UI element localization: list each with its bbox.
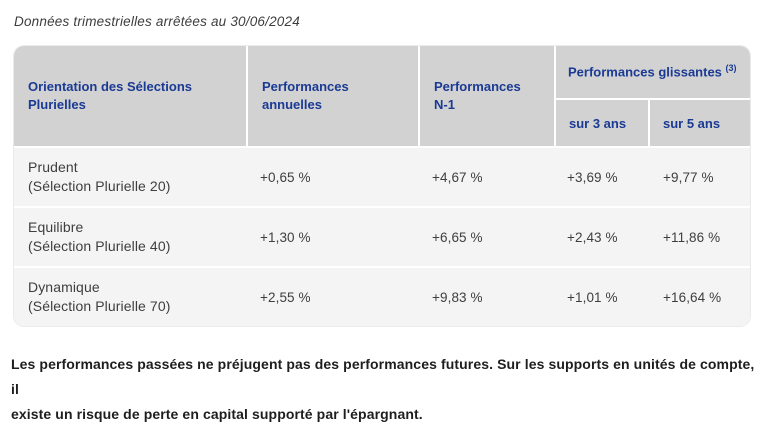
cell-5y-performance: +16,64 % xyxy=(663,289,722,305)
column-header-orientation: Orientation des Sélections Plurielles xyxy=(14,46,246,146)
orientation-name: Dynamique xyxy=(28,279,100,295)
subheader-vertical-divider xyxy=(648,100,650,146)
disclaimer-line-1: Les performances passées ne préjugent pa… xyxy=(11,356,755,397)
cell-n1-performance: +6,65 % xyxy=(432,229,483,245)
cell-orientation: Equilibre (Sélection Plurielle 40) xyxy=(14,208,246,266)
cell-n1-performance: +4,67 % xyxy=(432,169,483,185)
performance-table: Orientation des Sélections Plurielles Pe… xyxy=(14,46,750,326)
column-header-n1-performance: Performances N-1 xyxy=(420,46,554,146)
table-header-row: Orientation des Sélections Plurielles Pe… xyxy=(14,46,750,146)
cell-orientation: Prudent (Sélection Plurielle 20) xyxy=(14,148,246,206)
table-row-equilibre: Equilibre (Sélection Plurielle 40) +1,30… xyxy=(14,208,750,266)
sliding-subheader-row: sur 3 ans sur 5 ans xyxy=(556,100,750,146)
orientation-subname: (Sélection Plurielle 20) xyxy=(28,178,171,194)
header-horizontal-divider xyxy=(556,98,750,100)
sliding-performance-label: Performances glissantes xyxy=(568,64,722,80)
table-row-prudent: Prudent (Sélection Plurielle 20) +0,65 %… xyxy=(14,148,750,206)
cell-3y-performance: +3,69 % xyxy=(567,169,618,185)
column-group-sliding-performance: Performances glissantes (3) sur 3 ans su… xyxy=(556,46,750,146)
cell-3y-performance: +2,43 % xyxy=(567,229,618,245)
subheader-5-years: sur 5 ans xyxy=(663,115,721,131)
cell-annual-performance: +0,65 % xyxy=(260,169,311,185)
performance-disclaimer: Les performances passées ne préjugent pa… xyxy=(11,352,761,427)
quarterly-performance-section: Données trimestrielles arrêtées au 30/06… xyxy=(11,14,755,422)
cell-5y-performance: +11,86 % xyxy=(663,229,721,245)
data-as-of-note: Données trimestrielles arrêtées au 30/06… xyxy=(14,14,300,29)
column-header-sliding-performance: Performances glissantes (3) xyxy=(556,46,750,98)
cell-n1-performance: +9,83 % xyxy=(432,289,483,305)
cell-5y-performance: +9,77 % xyxy=(663,169,714,185)
orientation-name: Prudent xyxy=(28,159,78,175)
orientation-subname: (Sélection Plurielle 70) xyxy=(28,298,171,314)
orientation-name: Equilibre xyxy=(28,219,84,235)
orientation-subname: (Sélection Plurielle 40) xyxy=(28,238,171,254)
subheader-3-years: sur 3 ans xyxy=(569,115,627,131)
disclaimer-line-2: existe un risque de perte en capital sup… xyxy=(11,406,423,422)
table-row-dynamique: Dynamique (Sélection Plurielle 70) +2,55… xyxy=(14,268,750,326)
cell-orientation: Dynamique (Sélection Plurielle 70) xyxy=(14,268,246,326)
column-header-annual-performance: Performances annuelles xyxy=(248,46,418,146)
cell-3y-performance: +1,01 % xyxy=(567,289,618,305)
cell-annual-performance: +1,30 % xyxy=(260,229,311,245)
footnote-ref-3: (3) xyxy=(725,62,737,73)
cell-annual-performance: +2,55 % xyxy=(260,289,311,305)
